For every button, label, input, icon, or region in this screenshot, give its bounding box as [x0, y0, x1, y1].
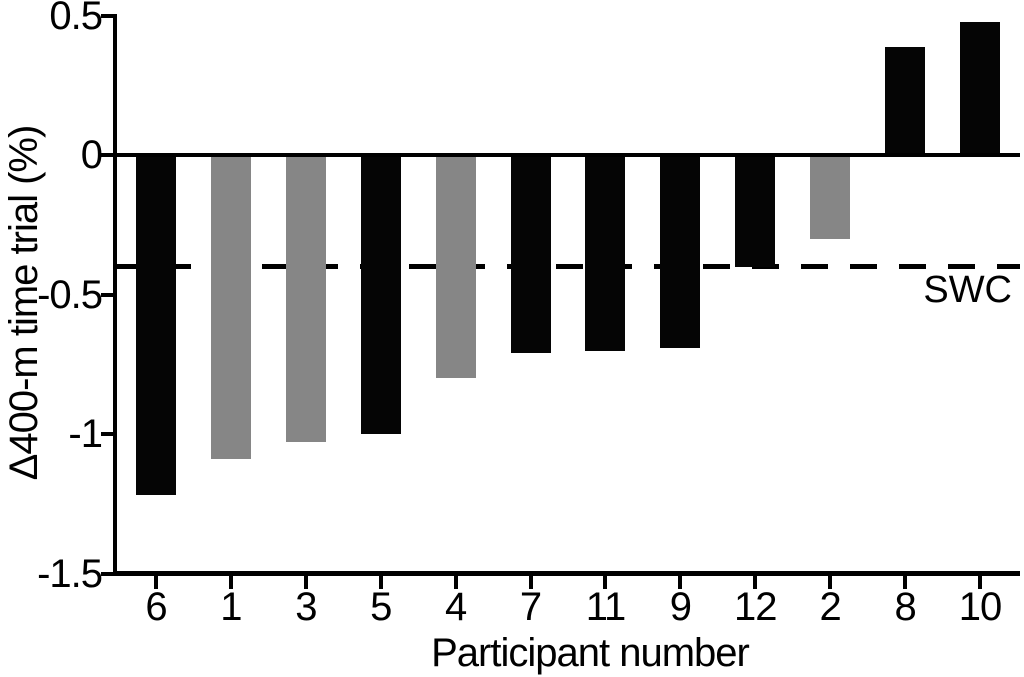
x-tick	[978, 576, 982, 589]
y-tick-label: 0	[80, 133, 103, 178]
y-tick	[101, 432, 115, 437]
bar-participant-7	[510, 155, 551, 354]
x-tick	[303, 576, 308, 589]
bar-participant-4	[435, 155, 476, 379]
y-tick	[101, 292, 115, 297]
bar-participant-9	[660, 155, 701, 348]
x-tick-label: 4	[445, 585, 467, 629]
x-tick-label: 12	[734, 585, 778, 629]
y-tick	[101, 14, 115, 18]
x-tick-label: 2	[819, 585, 842, 629]
bar-participant-10	[960, 21, 1000, 156]
x-tick-label: 5	[370, 585, 392, 629]
bar-participant-3	[285, 155, 326, 443]
y-tick-label: -1.5	[37, 551, 103, 596]
x-tick-label: 9	[669, 585, 692, 629]
x-tick	[903, 576, 908, 589]
bar-participant-1	[210, 155, 251, 460]
x-tick-label: 7	[519, 585, 542, 629]
y-tick	[101, 571, 115, 576]
x-tick	[228, 576, 233, 589]
x-tick-label: 11	[585, 585, 627, 629]
x-tick	[753, 576, 758, 589]
y-axis-line	[113, 14, 117, 576]
y-tick-label: 0.5	[49, 0, 103, 38]
x-tick-label: 1	[220, 585, 242, 629]
y-tick-label: -0.5	[37, 272, 103, 317]
bar-participant-6	[136, 155, 176, 496]
x-tick	[378, 576, 383, 589]
swc-reference-label: SWC	[923, 269, 1012, 311]
x-axis-title: Participant number	[431, 631, 750, 675]
bar-participant-2	[810, 155, 851, 239]
x-axis-line	[113, 571, 1020, 576]
y-tick	[101, 153, 115, 158]
zero-line	[115, 153, 1020, 158]
bar-participant-12	[735, 155, 776, 267]
bar-participant-5	[360, 155, 401, 435]
bar-participant-11	[585, 155, 626, 351]
x-tick-label: 8	[894, 585, 916, 629]
x-tick	[603, 576, 608, 589]
y-tick-label: -1	[68, 412, 103, 457]
x-tick	[828, 576, 833, 589]
x-tick-label: 10	[958, 585, 1003, 629]
x-tick	[678, 576, 683, 589]
x-tick-label: 3	[295, 585, 317, 629]
x-tick	[453, 576, 458, 589]
bar-participant-8	[885, 46, 926, 156]
x-tick	[528, 576, 533, 589]
swc-dashed-line	[115, 264, 1020, 270]
x-tick	[154, 576, 158, 589]
x-tick-label: 6	[145, 585, 167, 629]
